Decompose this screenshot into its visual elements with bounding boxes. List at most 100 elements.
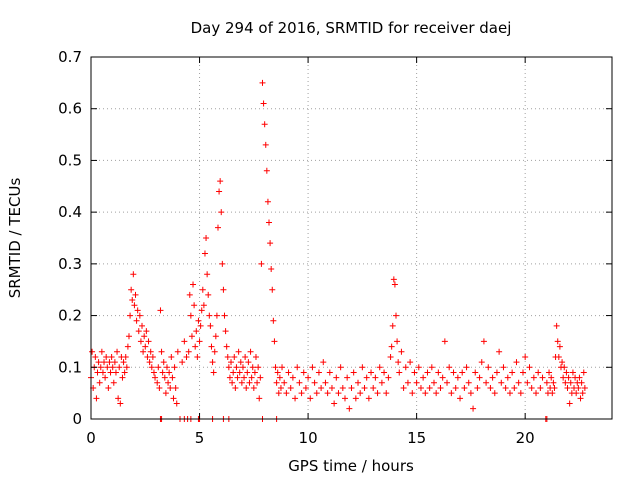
data-point — [459, 369, 466, 376]
data-point — [97, 364, 104, 371]
data-point — [446, 364, 453, 371]
data-point — [575, 384, 582, 391]
data-point — [256, 395, 263, 402]
data-point — [273, 379, 280, 386]
data-point — [219, 260, 226, 267]
data-point — [244, 369, 251, 376]
data-point — [313, 390, 320, 397]
data-point — [549, 390, 556, 397]
data-point — [556, 343, 563, 350]
data-point — [344, 374, 351, 381]
data-point — [190, 281, 197, 288]
data-point — [576, 374, 583, 381]
data-point — [381, 369, 388, 376]
data-point — [318, 384, 325, 391]
data-point — [270, 317, 277, 324]
x-tick-label: 20 — [516, 429, 535, 447]
data-point — [149, 353, 156, 360]
data-point — [324, 390, 331, 397]
data-point — [258, 260, 265, 267]
data-point — [437, 384, 444, 391]
y-tick-label: 0.3 — [58, 255, 82, 273]
data-point — [533, 390, 540, 397]
data-point — [309, 364, 316, 371]
data-point — [93, 395, 100, 402]
x-tick-label: 10 — [299, 429, 318, 447]
data-point — [448, 390, 455, 397]
data-point — [209, 359, 216, 366]
data-point — [326, 369, 333, 376]
plot-area: 0 5 10 15 20 0 0.1 0.2 0.3 0.4 0.5 0.6 0.7 — [58, 48, 613, 447]
data-point — [95, 359, 102, 366]
data-point — [478, 359, 485, 366]
data-point — [389, 322, 396, 329]
data-point — [134, 307, 141, 314]
data-point — [548, 374, 555, 381]
data-point — [550, 379, 557, 386]
data-point — [580, 369, 587, 376]
data-point — [435, 369, 442, 376]
data-point — [122, 353, 129, 360]
data-point — [537, 384, 544, 391]
data-point — [242, 353, 249, 360]
data-point — [374, 390, 381, 397]
data-point — [154, 379, 161, 386]
data-point — [146, 359, 153, 366]
data-point — [292, 395, 299, 402]
data-point — [305, 374, 312, 381]
data-point — [121, 369, 128, 376]
data-point — [132, 291, 139, 298]
data-point — [120, 359, 127, 366]
data-point — [395, 359, 402, 366]
data-point — [117, 400, 124, 407]
grid-lines — [91, 56, 612, 419]
data-point — [157, 307, 164, 314]
data-point — [526, 364, 533, 371]
data-point — [567, 379, 574, 386]
data-point — [248, 374, 255, 381]
data-point — [144, 353, 151, 360]
data-point — [415, 364, 422, 371]
data-point — [569, 369, 576, 376]
data-point — [186, 291, 193, 298]
data-point — [311, 379, 318, 386]
data-point — [563, 369, 570, 376]
data-point — [135, 328, 142, 335]
data-point — [232, 384, 239, 391]
data-point — [370, 384, 377, 391]
data-point — [169, 374, 176, 381]
y-axis-label: SRMTID / TECUs — [6, 178, 24, 299]
data-point — [145, 338, 152, 345]
data-point — [328, 384, 335, 391]
data-point — [307, 395, 314, 402]
data-point — [247, 348, 254, 355]
data-point — [430, 379, 437, 386]
data-point — [422, 390, 429, 397]
data-point — [485, 364, 492, 371]
data-point — [234, 374, 241, 381]
data-point — [250, 384, 257, 391]
data-point — [275, 390, 282, 397]
data-point — [566, 400, 573, 407]
data-point — [230, 369, 237, 376]
data-point — [141, 333, 148, 340]
data-point — [500, 364, 507, 371]
data-point — [441, 338, 448, 345]
data-point — [125, 333, 132, 340]
data-point — [171, 364, 178, 371]
data-point — [402, 364, 409, 371]
data-point — [333, 374, 340, 381]
data-point — [131, 302, 138, 309]
data-point — [137, 338, 144, 345]
data-point — [257, 374, 264, 381]
data-point — [357, 390, 364, 397]
data-point — [513, 359, 520, 366]
data-point — [511, 384, 518, 391]
data-point — [108, 353, 115, 360]
data-point — [470, 405, 477, 412]
data-point — [128, 286, 135, 293]
data-point — [502, 384, 509, 391]
data-point — [554, 338, 561, 345]
data-point — [524, 379, 531, 386]
